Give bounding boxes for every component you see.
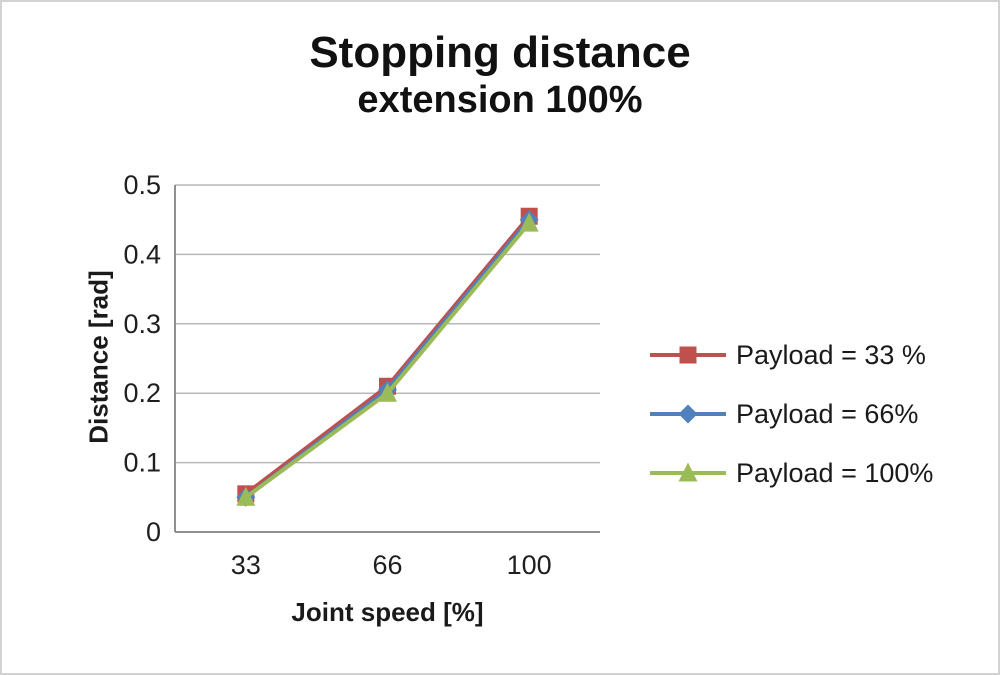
x-axis-title: Joint speed [%] (291, 597, 484, 627)
chart-title: Stopping distance extension 100% (2, 28, 998, 122)
x-tick-label: 66 (372, 550, 402, 580)
legend-marker-icon (650, 346, 726, 364)
data-point-marker (378, 382, 397, 402)
legend: Payload = 33 % Payload = 66% Payload = 100… (648, 338, 933, 490)
legend-label: Payload = 66% (736, 398, 919, 429)
y-tick-label: 0.5 (123, 170, 161, 200)
series-line (243, 217, 532, 500)
legend-marker-icon (650, 462, 726, 482)
y-tick-label: 0.2 (123, 378, 161, 408)
x-tick-label: 33 (231, 550, 261, 580)
y-tick-label: 0.3 (123, 309, 161, 339)
legend-item: Payload = 100% (648, 456, 933, 490)
y-tick-label: 0 (146, 517, 161, 547)
series-line (243, 214, 532, 496)
y-tick-label: 0.1 (123, 448, 161, 478)
legend-label: Payload = 100% (736, 457, 934, 488)
data-point-marker (678, 404, 698, 424)
data-point-marker (679, 346, 697, 364)
data-point-marker (236, 486, 256, 506)
y-axis-title: Distance [rad] (83, 270, 114, 444)
data-point-marker (519, 212, 539, 232)
y-tick-label: 0.4 (123, 239, 161, 269)
x-tick-label: 100 (507, 550, 552, 580)
chart-title-line1: Stopping distance (309, 28, 691, 77)
legend-item: Payload = 66% (648, 397, 933, 431)
legend-item: Payload = 33 % (648, 338, 933, 372)
legend-label: Payload = 33 % (736, 339, 926, 370)
legend-marker-icon (650, 404, 726, 424)
chart-title-line2: extension 100% (357, 78, 643, 121)
data-point-marker (678, 462, 698, 482)
